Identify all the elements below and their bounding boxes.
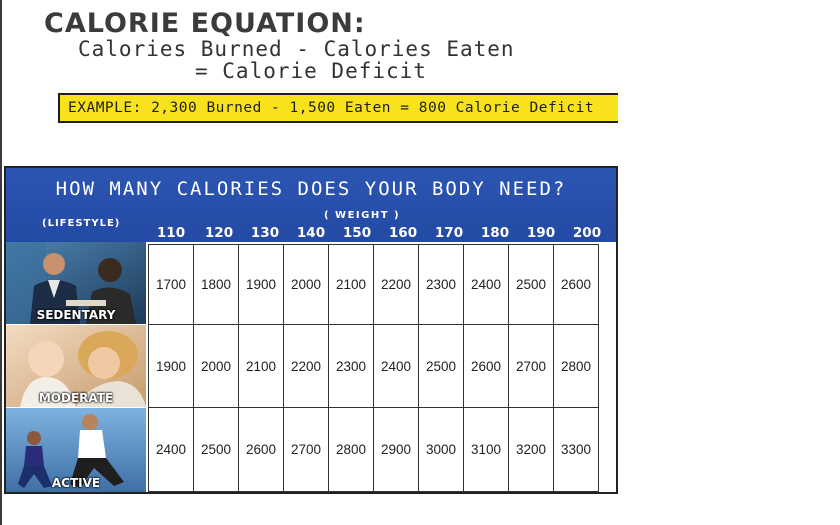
table-cell: 2500 (418, 324, 464, 408)
table-cell: 1900 (148, 324, 194, 408)
table-cell: 2000 (283, 244, 329, 325)
table-row-sedentary: 1700 1800 1900 2000 2100 2200 2300 2400 … (148, 244, 599, 325)
sedentary-photo: SEDENTARY (6, 242, 146, 325)
weight-header-180: 180 (480, 225, 510, 241)
weight-header-150: 150 (342, 225, 372, 241)
table-cell: 1700 (148, 244, 194, 325)
page-edge-line (0, 0, 2, 525)
active-label: ACTIVE (51, 476, 101, 490)
lifestyle-label: (LIFESTYLE) (42, 218, 121, 229)
table-cell: 3000 (418, 407, 464, 492)
table-cell: 2900 (373, 407, 419, 492)
sedentary-label: SEDENTARY (36, 308, 116, 322)
table-cell: 2200 (283, 324, 329, 408)
example-banner: EXAMPLE: 2,300 Burned - 1,500 Eaten = 80… (58, 93, 618, 123)
table-cell: 2700 (508, 324, 554, 408)
moderate-photo-image (6, 325, 146, 407)
table-cell: 3200 (508, 407, 554, 492)
table-cell: 2700 (283, 407, 329, 492)
weight-header-140: 140 (296, 225, 326, 241)
weight-header-130: 130 (250, 225, 280, 241)
table-cell: 1800 (193, 244, 239, 325)
page-title: CALORIE EQUATION: (44, 8, 366, 39)
equation-line-1: Calories Burned - Calories Eaten (78, 37, 515, 61)
table-cell: 1900 (238, 244, 284, 325)
table-cell: 2400 (148, 407, 194, 492)
table-cell: 2600 (553, 244, 599, 325)
table-cell: 2000 (193, 324, 239, 408)
weight-header-190: 190 (526, 225, 556, 241)
weight-header-170: 170 (434, 225, 464, 241)
example-text: EXAMPLE: 2,300 Burned - 1,500 Eaten = 80… (68, 100, 595, 116)
table-cell: 2500 (193, 407, 239, 492)
weight-header-120: 120 (204, 225, 234, 241)
table-title: HOW MANY CALORIES DOES YOUR BODY NEED? (55, 178, 567, 200)
table-cell: 2100 (238, 324, 284, 408)
table-cell: 2800 (328, 407, 374, 492)
moderate-photo: MODERATE (6, 325, 146, 408)
table-cell: 3100 (463, 407, 509, 492)
table-cell: 2300 (328, 324, 374, 408)
table-cell: 2100 (328, 244, 374, 325)
weight-header-200: 200 (572, 225, 602, 241)
calorie-grid: 1700 1800 1900 2000 2100 2200 2300 2400 … (148, 244, 599, 492)
table-cell: 2200 (373, 244, 419, 325)
table-cell: 2800 (553, 324, 599, 408)
table-cell: 2500 (508, 244, 554, 325)
weight-header-160: 160 (388, 225, 418, 241)
table-header: HOW MANY CALORIES DOES YOUR BODY NEED? (… (6, 168, 616, 242)
table-cell: 2600 (238, 407, 284, 492)
weight-label: ( WEIGHT ) (324, 210, 401, 221)
active-photo-image (6, 408, 146, 492)
table-cell: 2400 (463, 244, 509, 325)
equation-line-2: = Calorie Deficit (195, 59, 427, 83)
active-photo: ACTIVE (6, 408, 146, 492)
table-cell: 2300 (418, 244, 464, 325)
table-cell: 3300 (553, 407, 599, 492)
weight-header-110: 110 (156, 225, 186, 241)
table-cell: 2600 (463, 324, 509, 408)
table-row-moderate: 1900 2000 2100 2200 2300 2400 2500 2600 … (148, 324, 599, 408)
table-row-active: 2400 2500 2600 2700 2800 2900 3000 3100 … (148, 407, 599, 492)
calorie-needs-table-card: HOW MANY CALORIES DOES YOUR BODY NEED? (… (4, 166, 618, 494)
table-cell: 2400 (373, 324, 419, 408)
sedentary-photo-image (6, 242, 146, 324)
moderate-label: MODERATE (38, 391, 114, 405)
